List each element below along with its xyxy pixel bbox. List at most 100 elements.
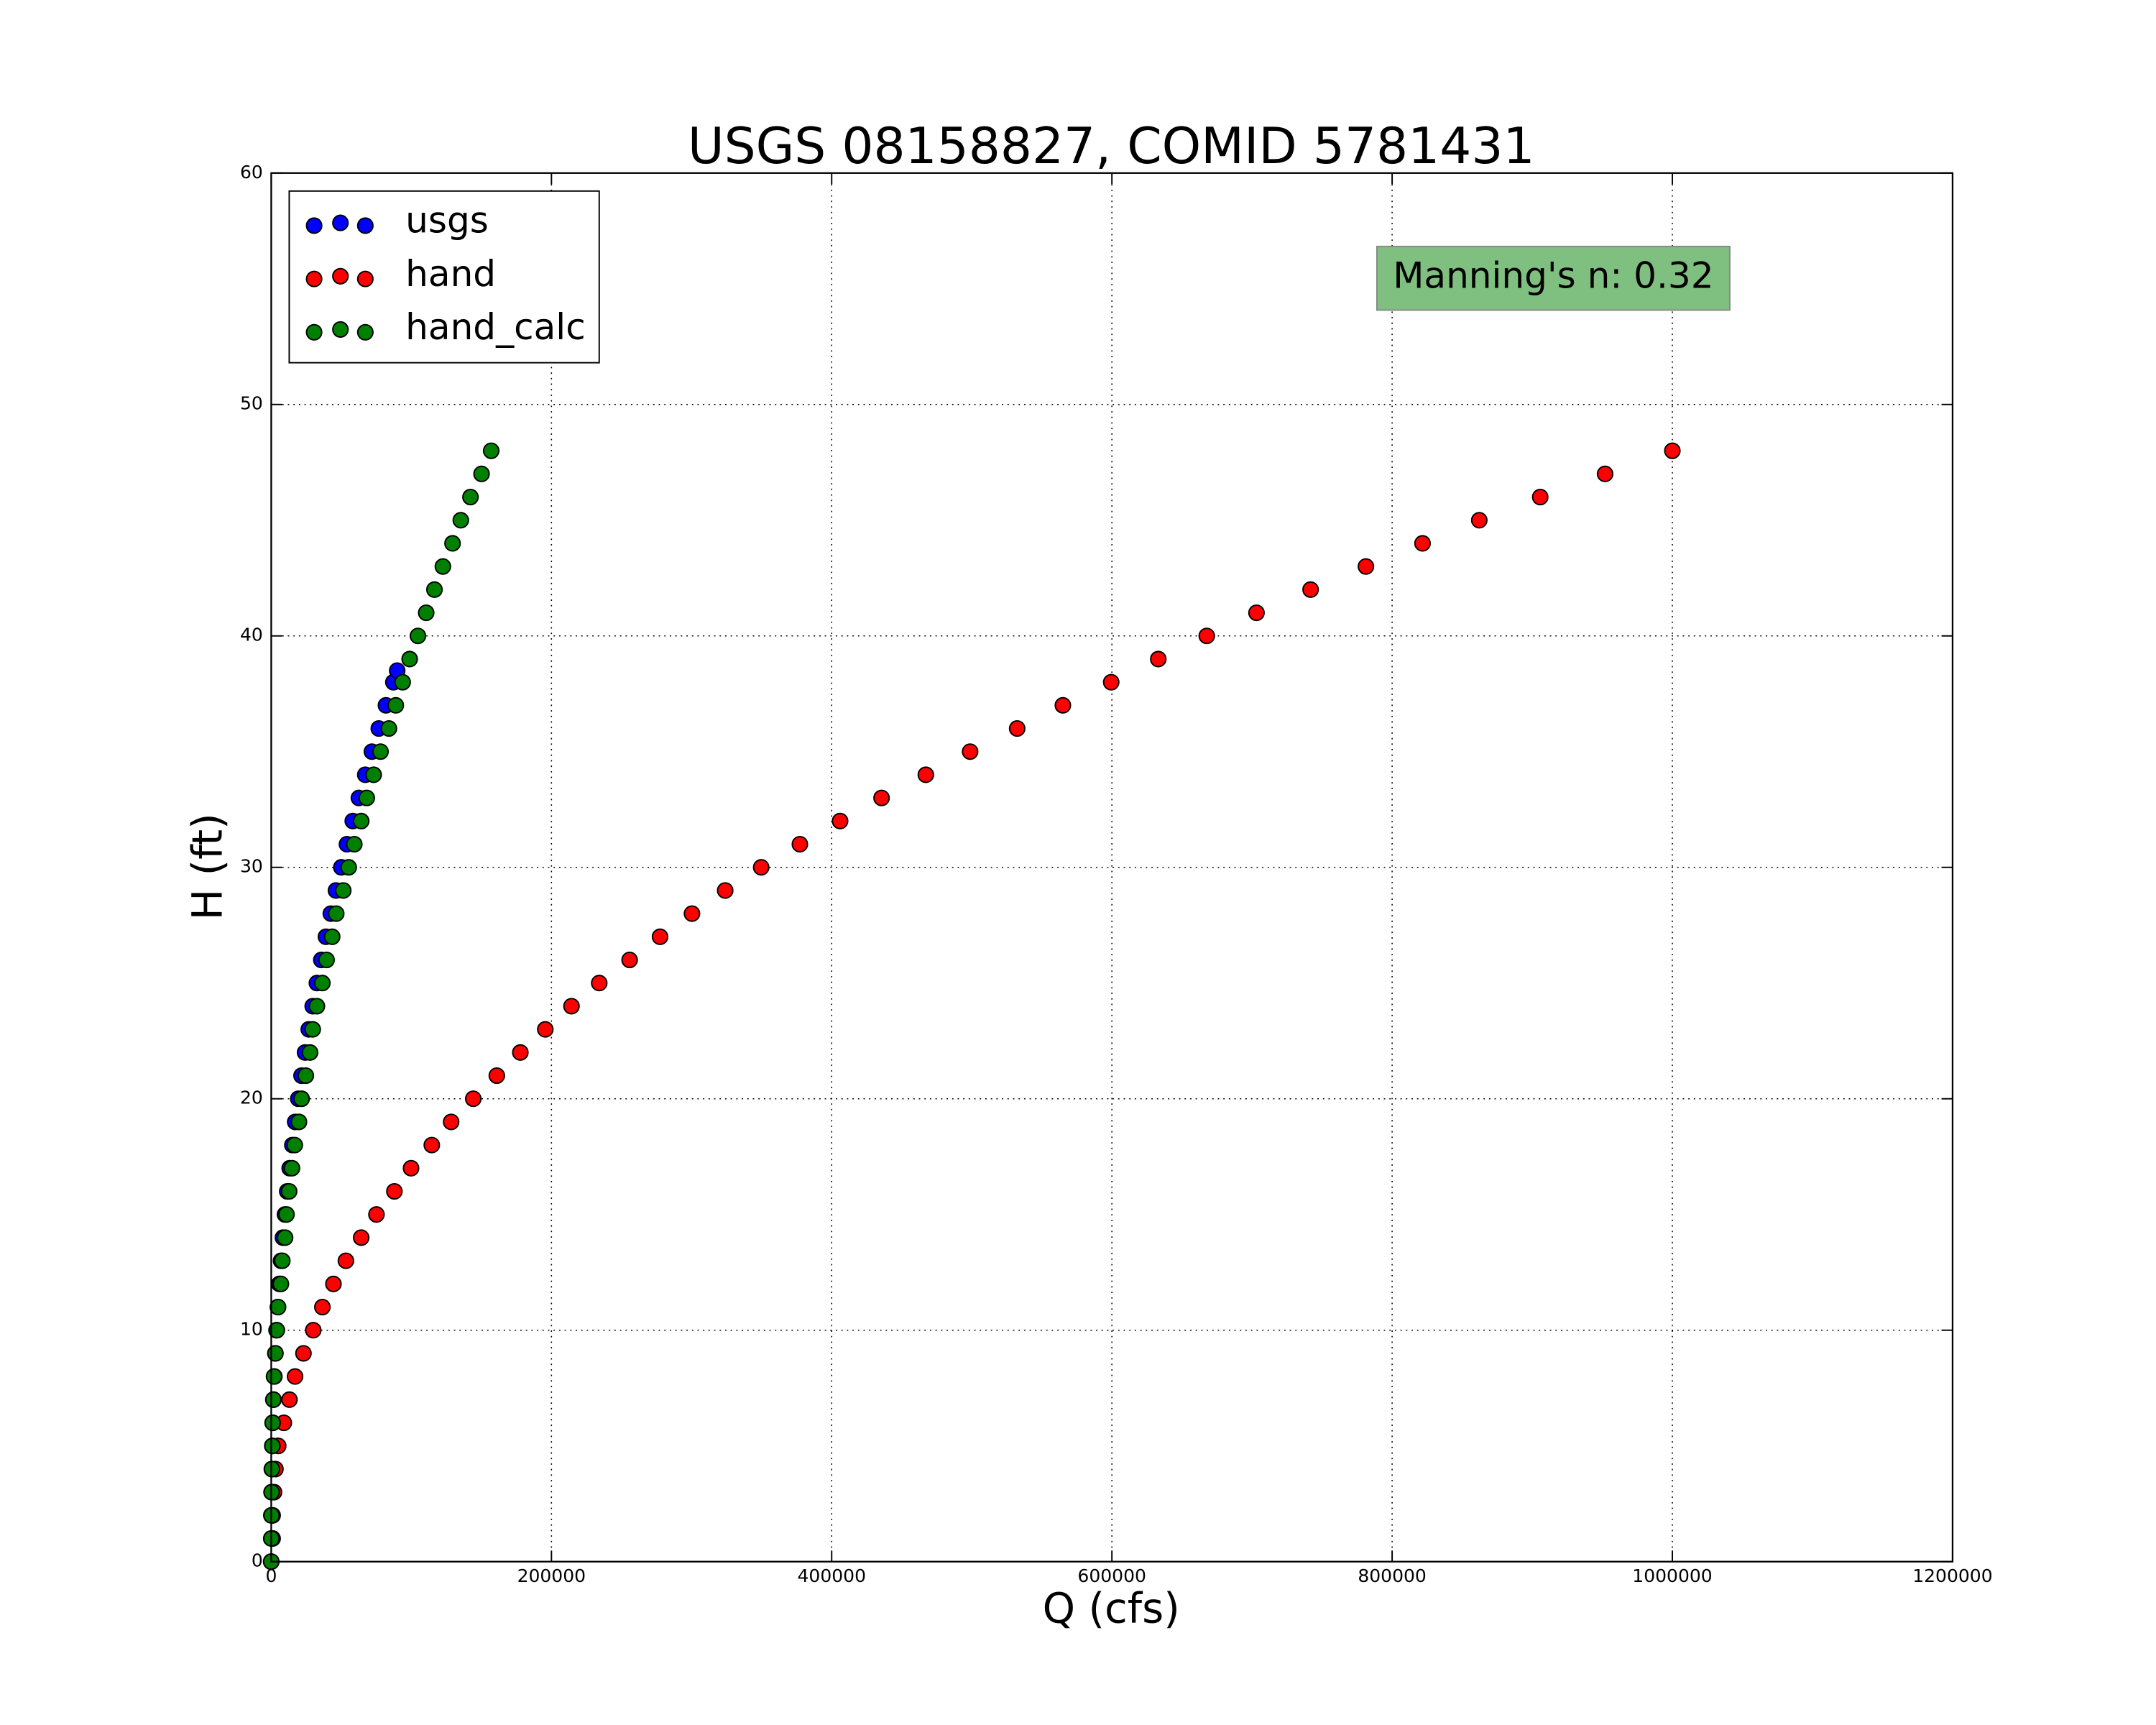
point: [443, 1113, 460, 1131]
point: [283, 1159, 300, 1177]
point: [314, 1298, 331, 1316]
legend-marker: [332, 267, 349, 285]
point: [1054, 696, 1072, 714]
point: [286, 1368, 304, 1385]
plot-frame: [270, 172, 1954, 1563]
point: [267, 1345, 284, 1362]
point: [264, 1391, 282, 1408]
point: [917, 766, 934, 783]
point: [365, 766, 382, 783]
point: [270, 1298, 287, 1316]
point: [272, 1275, 290, 1292]
point: [482, 442, 500, 459]
x-tick-label: 600000: [1077, 1565, 1146, 1586]
point: [380, 719, 397, 737]
point: [368, 1206, 385, 1223]
point: [752, 859, 770, 876]
point: [308, 998, 326, 1015]
point: [831, 812, 849, 829]
point: [1008, 719, 1026, 737]
x-tick-label: 1000000: [1632, 1565, 1712, 1586]
y-tick-label: 30: [240, 856, 263, 877]
x-tick-label: 200000: [517, 1565, 586, 1586]
point: [277, 1229, 294, 1246]
point: [286, 1136, 303, 1154]
y-axis-label: H (ft): [183, 813, 231, 920]
legend-marker: [305, 323, 323, 341]
point: [290, 1113, 308, 1131]
annotation-box: [1376, 245, 1731, 311]
point: [337, 1252, 354, 1269]
point: [402, 1159, 420, 1177]
point: [328, 905, 345, 922]
point: [274, 1252, 291, 1269]
annotation-text: Manning's n: 0.32: [1393, 255, 1713, 297]
point: [323, 928, 341, 945]
point: [512, 1044, 529, 1061]
point: [264, 1438, 281, 1455]
point: [651, 928, 668, 945]
point: [1150, 650, 1167, 668]
point: [452, 512, 469, 529]
point: [1470, 512, 1488, 529]
point: [318, 951, 335, 969]
point: [423, 1136, 441, 1154]
y-tick-label: 0: [252, 1550, 263, 1571]
point: [791, 835, 808, 853]
point: [464, 1090, 482, 1108]
point: [265, 1368, 282, 1385]
point: [386, 1182, 403, 1200]
point: [325, 1275, 342, 1292]
y-tick-label: 20: [240, 1087, 263, 1108]
point: [488, 1067, 505, 1085]
point: [1664, 442, 1681, 459]
legend-marker: [305, 270, 323, 288]
point: [873, 789, 890, 806]
x-tick-label: 800000: [1358, 1565, 1426, 1586]
point: [444, 535, 461, 552]
point: [304, 1021, 321, 1038]
point: [473, 465, 490, 482]
point: [409, 627, 427, 645]
point: [1248, 604, 1265, 622]
series-1: [262, 442, 1681, 1570]
chart-title: USGS 08158827, COMID 5781431: [688, 118, 1535, 175]
point: [962, 743, 979, 760]
point: [353, 812, 370, 829]
point: [434, 558, 451, 575]
point: [372, 743, 390, 760]
point: [305, 1322, 322, 1339]
legend-marker: [332, 214, 349, 231]
point: [314, 975, 331, 992]
point: [1358, 558, 1375, 575]
x-tick-label: 1200000: [1912, 1565, 1992, 1586]
point: [280, 1182, 298, 1200]
point: [1596, 465, 1613, 482]
point: [346, 835, 363, 853]
point: [537, 1021, 554, 1038]
y-tick-label: 50: [240, 393, 263, 414]
legend-marker: [332, 321, 349, 338]
legend-marker: [305, 217, 323, 234]
point: [295, 1345, 312, 1362]
legend-label: hand: [405, 253, 496, 295]
point: [563, 998, 580, 1015]
point: [1414, 535, 1431, 552]
legend-marker: [356, 323, 374, 341]
point: [717, 882, 734, 899]
y-tick-label: 40: [240, 625, 263, 645]
point: [401, 650, 418, 668]
point: [394, 673, 411, 691]
point: [268, 1322, 285, 1339]
point: [298, 1067, 315, 1085]
legend-label: hand_calc: [405, 306, 586, 348]
point: [281, 1391, 298, 1408]
point: [418, 604, 435, 622]
point: [353, 1229, 370, 1246]
point: [621, 951, 638, 969]
point: [335, 882, 352, 899]
legend-marker: [356, 217, 374, 234]
point: [264, 1414, 281, 1432]
